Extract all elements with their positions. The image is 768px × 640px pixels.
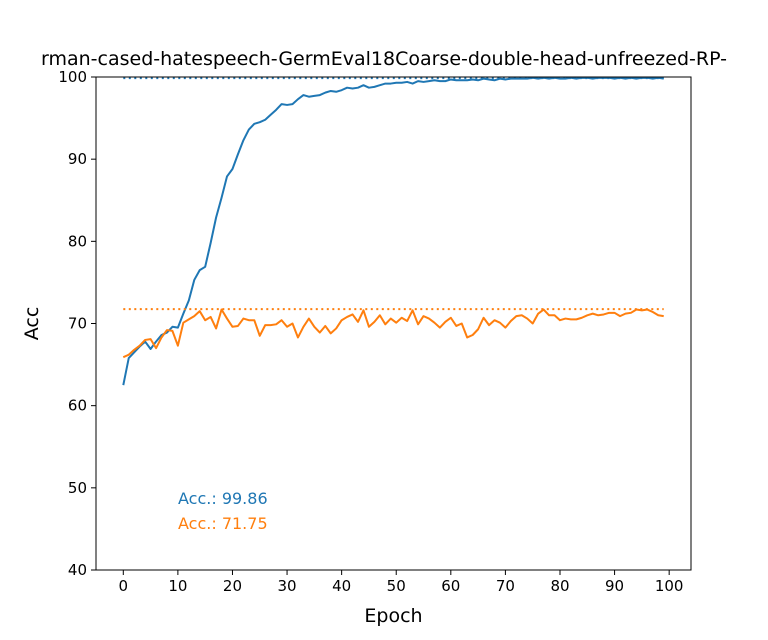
- x-tick-label: 60: [441, 577, 460, 595]
- x-tick-label: 20: [223, 577, 242, 595]
- x-tick-label: 10: [168, 577, 187, 595]
- x-tick-label: 70: [496, 577, 515, 595]
- y-tick-label: 40: [68, 561, 87, 579]
- best-acc-annotation-orange: Acc.: 71.75: [178, 514, 268, 533]
- plot-frame: [95, 76, 692, 571]
- y-axis-label: Acc: [21, 307, 43, 341]
- y-tick-label: 50: [68, 479, 87, 497]
- y-tick-label: 70: [68, 315, 87, 333]
- best-acc-annotation-blue: Acc.: 99.86: [178, 489, 268, 508]
- x-axis-label: Epoch: [364, 605, 422, 627]
- chart-title: rman-cased-hatespeech-GermEval18Coarse-d…: [41, 48, 727, 70]
- x-tick-label: 90: [605, 577, 624, 595]
- x-tick-label: 40: [332, 577, 351, 595]
- y-tick-label: 90: [68, 150, 87, 168]
- x-tick-label: 100: [655, 577, 684, 595]
- x-tick-label: 0: [119, 577, 129, 595]
- x-tick-label: 80: [550, 577, 569, 595]
- series-line-1: [122, 308, 664, 359]
- y-tick-label: 100: [58, 68, 87, 86]
- series-line-0: [122, 76, 664, 386]
- x-tick-label: 30: [278, 577, 297, 595]
- y-tick-label: 80: [68, 232, 87, 250]
- y-tick-label: 60: [68, 397, 87, 415]
- x-tick-label: 50: [387, 577, 406, 595]
